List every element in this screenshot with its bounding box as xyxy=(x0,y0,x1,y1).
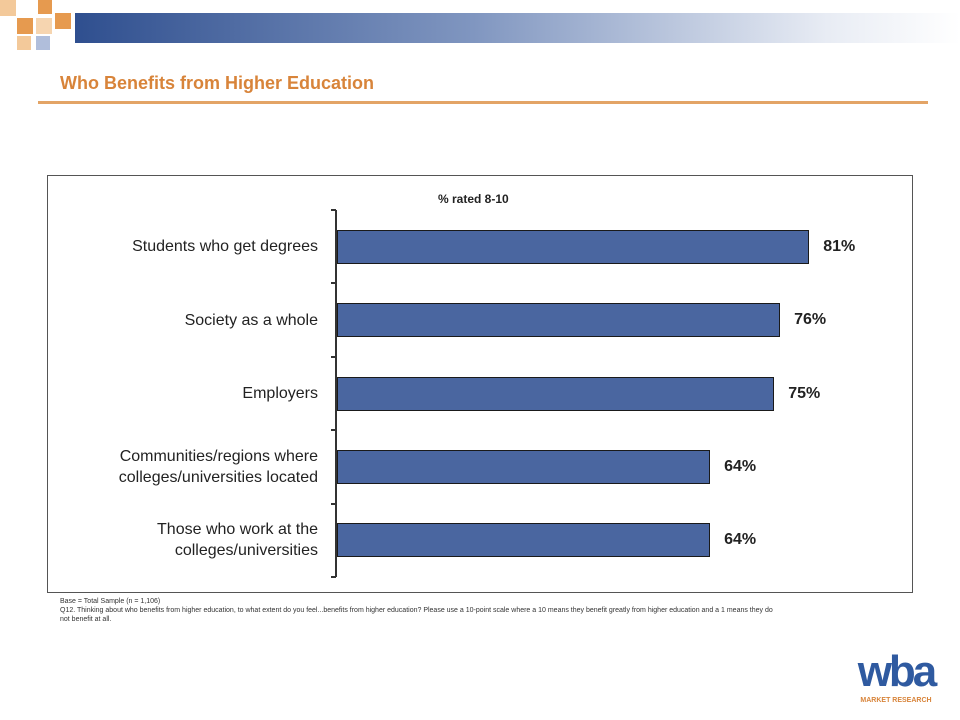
deco-square xyxy=(17,36,31,50)
logo-mark: wba xyxy=(857,647,938,696)
axis-line xyxy=(335,210,337,577)
logo: wba MARKET RESEARCH xyxy=(848,647,944,705)
deco-square xyxy=(17,18,33,34)
axis-tick xyxy=(331,502,336,505)
deco-square xyxy=(36,18,52,34)
value-label: 64% xyxy=(724,531,757,549)
axis-tick xyxy=(331,429,336,432)
category-label: Those who work at the colleges/universit… xyxy=(157,521,318,560)
footnotes: Base = Total Sample (n = 1,106) Q12. Thi… xyxy=(60,597,780,624)
deco-square xyxy=(38,0,52,14)
logo-tagline: MARKET RESEARCH xyxy=(860,697,932,704)
chart xyxy=(47,175,913,593)
footnote: Q12. Thinking about who benefits from hi… xyxy=(60,607,773,623)
bar xyxy=(337,449,711,484)
axis-tick xyxy=(331,209,336,211)
bar xyxy=(337,523,711,558)
deco-square xyxy=(0,0,16,16)
value-label: 81% xyxy=(823,237,856,255)
value-label: 75% xyxy=(788,384,821,402)
bar xyxy=(337,229,810,264)
footnote: Base = Total Sample (n = 1,106) xyxy=(60,598,161,605)
deco-square xyxy=(36,36,50,50)
value-label: 76% xyxy=(794,311,827,329)
header-band xyxy=(75,13,960,43)
value-label: 64% xyxy=(724,457,757,475)
slide-title: Who Benefits from Higher Education xyxy=(60,73,375,93)
bar xyxy=(337,376,775,411)
category-label: Employers xyxy=(242,385,318,402)
chart-title: % rated 8-10 xyxy=(438,192,509,206)
category-label: Students who get degrees xyxy=(132,238,318,256)
axis-tick xyxy=(331,355,336,358)
category-label: Communities/regions where colleges/unive… xyxy=(118,447,318,486)
bar xyxy=(337,303,781,338)
axis-tick xyxy=(331,576,336,578)
title-rule xyxy=(38,101,928,104)
category-label: Society as a whole xyxy=(184,311,318,329)
deco-square xyxy=(55,13,71,29)
axis-tick xyxy=(331,282,336,285)
